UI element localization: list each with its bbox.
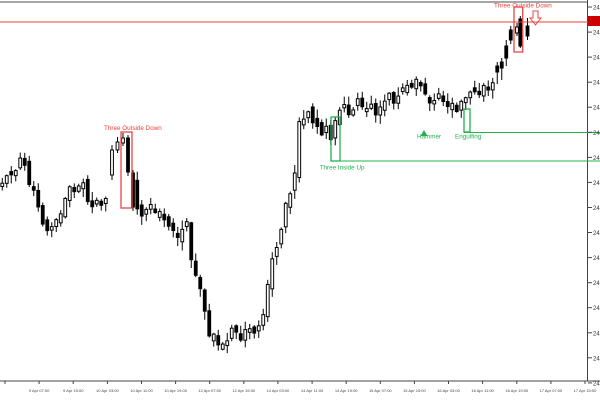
svg-text:15 Apr 07:00: 15 Apr 07:00 bbox=[369, 388, 392, 393]
svg-text:Engulfing: Engulfing bbox=[455, 134, 482, 141]
svg-text:10 Apr 03:00: 10 Apr 03:00 bbox=[96, 388, 119, 393]
svg-text:17 Apr 07:00: 17 Apr 07:00 bbox=[540, 388, 563, 393]
svg-text:Three Inside Up: Three Inside Up bbox=[320, 164, 365, 171]
svg-text:14 Apr 19:00: 14 Apr 19:00 bbox=[335, 388, 358, 393]
svg-text:14 Apr 11:00: 14 Apr 11:00 bbox=[301, 388, 324, 393]
svg-text:10 Apr 11:00: 10 Apr 11:00 bbox=[130, 388, 153, 393]
svg-text:243.90: 243.90 bbox=[593, 156, 600, 162]
svg-text:242.70: 242.70 bbox=[593, 256, 600, 262]
svg-text:241.80: 241.80 bbox=[593, 331, 600, 337]
svg-text:Three Outside Down: Three Outside Down bbox=[104, 125, 162, 132]
svg-text:244.80: 244.80 bbox=[593, 81, 600, 87]
svg-text:245.40: 245.40 bbox=[593, 31, 600, 37]
svg-text:241.20: 241.20 bbox=[593, 381, 600, 387]
svg-text:245.10: 245.10 bbox=[593, 56, 600, 62]
svg-text:12 Apr 07:00: 12 Apr 07:00 bbox=[198, 388, 221, 393]
svg-text:15 Apr 15:00: 15 Apr 15:00 bbox=[403, 388, 426, 393]
svg-text:244.50: 244.50 bbox=[593, 106, 600, 112]
svg-text:241.50: 241.50 bbox=[593, 356, 600, 362]
svg-text:12 Apr 15:00: 12 Apr 15:00 bbox=[232, 388, 255, 393]
svg-text:245.70: 245.70 bbox=[593, 6, 600, 12]
svg-text:9 Apr 15:00: 9 Apr 15:00 bbox=[63, 388, 84, 393]
svg-text:243.60: 243.60 bbox=[593, 181, 600, 187]
svg-text:10 Apr 19:00: 10 Apr 19:00 bbox=[164, 388, 187, 393]
svg-text:Three Outside Down: Three Outside Down bbox=[494, 3, 552, 10]
svg-text:16 Apr 11:00: 16 Apr 11:00 bbox=[471, 388, 494, 393]
svg-text:14 Apr 03:00: 14 Apr 03:00 bbox=[267, 388, 290, 393]
svg-text:242.40: 242.40 bbox=[593, 281, 600, 287]
svg-text:16 Apr 19:00: 16 Apr 19:00 bbox=[505, 388, 528, 393]
svg-text:242.10: 242.10 bbox=[593, 306, 600, 312]
svg-text:Hammer: Hammer bbox=[417, 134, 441, 141]
svg-text:244.20: 244.20 bbox=[593, 131, 600, 137]
svg-text:17 Apr 15:00: 17 Apr 15:00 bbox=[574, 388, 597, 393]
svg-text:243.30: 243.30 bbox=[593, 206, 600, 212]
svg-text:9 Apr 07:00: 9 Apr 07:00 bbox=[29, 388, 50, 393]
svg-text:243.00: 243.00 bbox=[593, 231, 600, 237]
svg-text:16 Apr 03:00: 16 Apr 03:00 bbox=[437, 388, 460, 393]
